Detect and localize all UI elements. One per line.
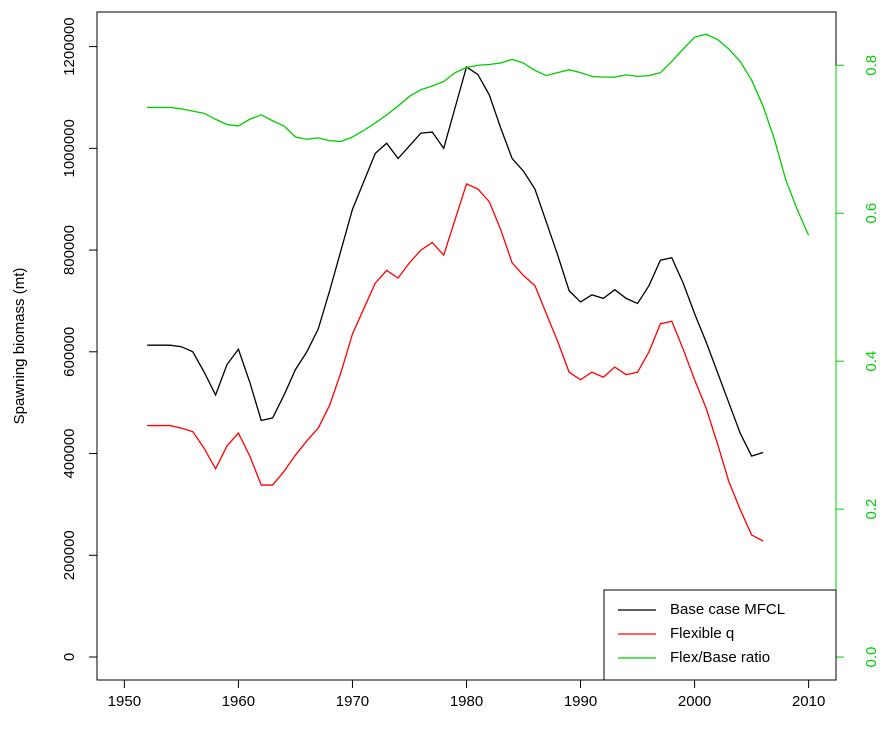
y2-tick-label: 0.8 bbox=[863, 55, 880, 76]
series-line bbox=[147, 183, 764, 542]
x-tick-label: 1980 bbox=[450, 693, 483, 710]
x-tick-label: 2000 bbox=[678, 693, 711, 710]
x-tick-label: 1950 bbox=[108, 693, 141, 710]
x-tick-label: 2010 bbox=[792, 693, 825, 710]
y2-tick-label: 0.0 bbox=[863, 647, 880, 668]
x-tick-label: 1960 bbox=[222, 693, 255, 710]
y2-tick-label: 0.4 bbox=[863, 351, 880, 372]
x-tick-label: 1970 bbox=[336, 693, 369, 710]
legend-label: Base case MFCL bbox=[670, 601, 785, 618]
y-tick-label: 1000000 bbox=[61, 119, 78, 177]
y-tick-label: 0 bbox=[61, 653, 78, 661]
y2-tick-label: 0.6 bbox=[863, 203, 880, 224]
legend-label: Flexible q bbox=[670, 625, 734, 642]
x-tick-label: 1990 bbox=[564, 693, 597, 710]
y-tick-label: 1200000 bbox=[61, 17, 78, 75]
legend-box bbox=[603, 589, 837, 681]
y-tick-label: 600000 bbox=[61, 327, 78, 377]
legend-label: Flex/Base ratio bbox=[670, 649, 770, 666]
y-tick-label: 400000 bbox=[61, 429, 78, 479]
series-line bbox=[147, 65, 764, 457]
series-line bbox=[147, 33, 810, 236]
y-tick-label: 800000 bbox=[61, 225, 78, 275]
y2-tick-label: 0.2 bbox=[863, 499, 880, 520]
y-axis-label: Spawning biomass (mt) bbox=[11, 268, 28, 425]
y-tick-label: 200000 bbox=[61, 530, 78, 580]
